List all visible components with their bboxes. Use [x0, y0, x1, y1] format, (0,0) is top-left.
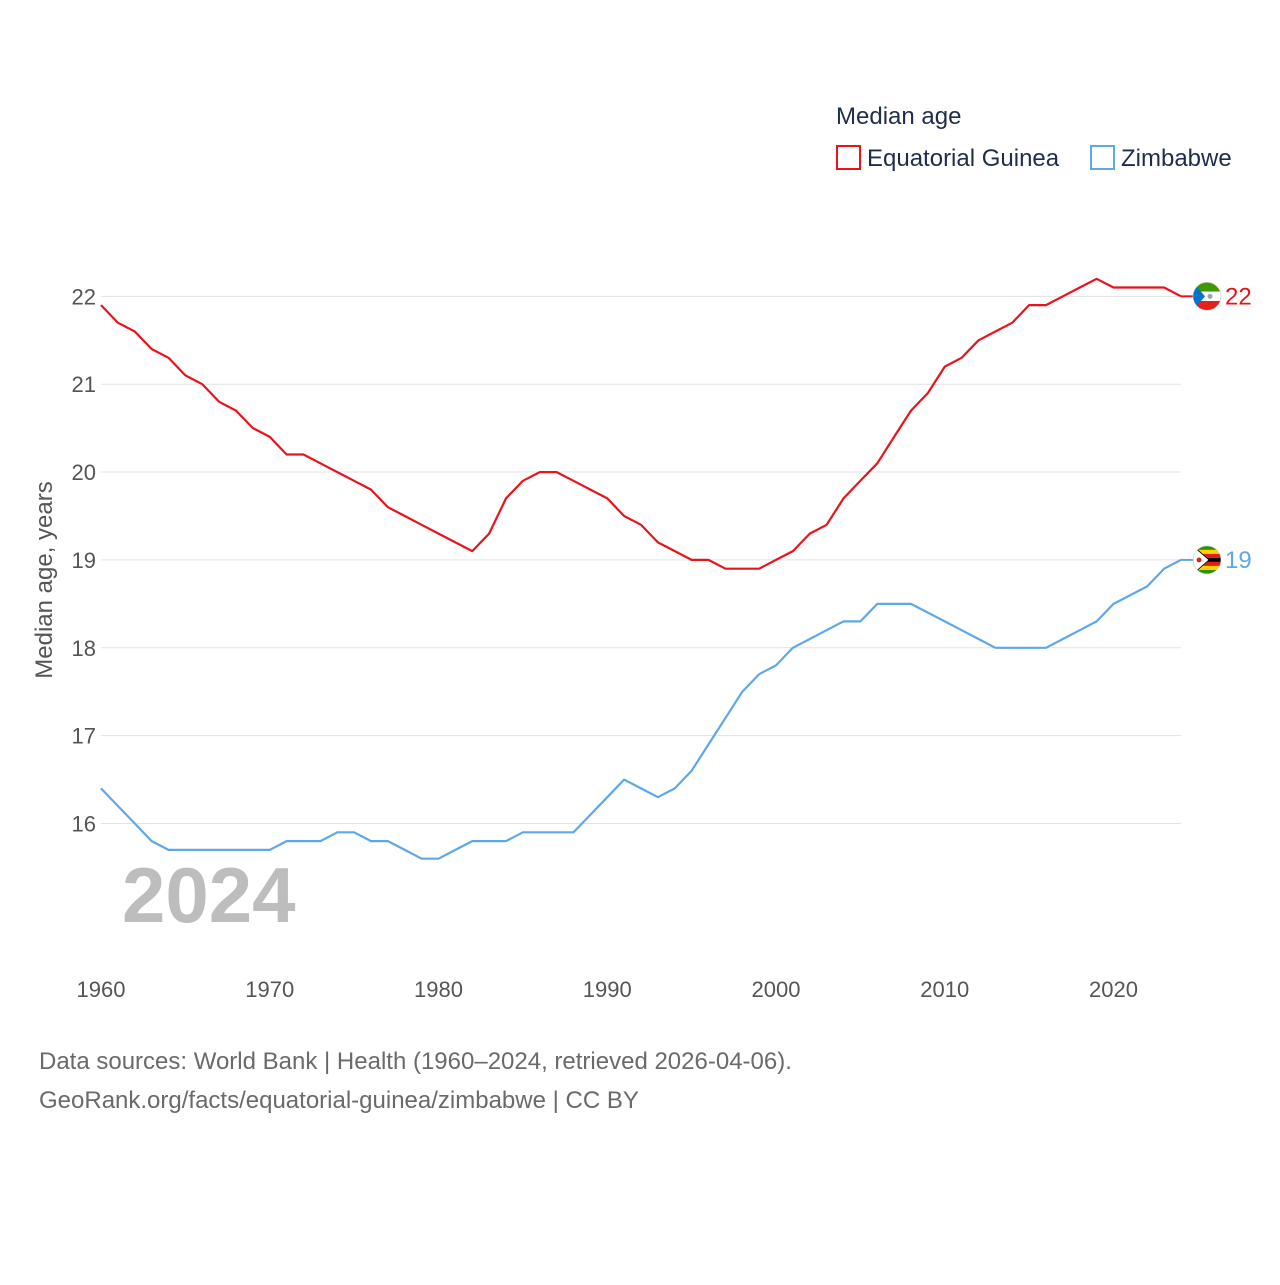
legend-swatch-equatorial-guinea[interactable]: [836, 145, 861, 170]
y-axis-ticks: 16 17 18 19 20 21 22: [72, 284, 96, 836]
y-tick-label: 19: [72, 548, 96, 573]
series-line-equatorial-guinea[interactable]: [100, 277, 1182, 570]
y-tick-label: 22: [72, 284, 96, 309]
y-axis-title: Median age, years: [31, 481, 58, 678]
legend-swatch-zimbabwe[interactable]: [1090, 145, 1115, 170]
y-tick-label: 16: [72, 812, 96, 837]
x-tick-label: 1990: [583, 977, 632, 1002]
legend-label-zimbabwe[interactable]: Zimbabwe: [1121, 145, 1232, 172]
data-source-note: Data sources: World Bank | Health (1960–…: [39, 1048, 792, 1075]
y-tick-label: 21: [72, 372, 96, 397]
x-tick-label: 1970: [245, 977, 294, 1002]
series-end-markers: 22 19: [1181, 282, 1252, 575]
legend: Median age Equatorial Guinea Zimbabwe: [836, 103, 1232, 172]
x-tick-label: 2020: [1089, 977, 1138, 1002]
end-value-label-zimbabwe: 19: [1225, 547, 1252, 574]
end-value-label-equatorial-guinea: 22: [1225, 283, 1252, 310]
legend-label-equatorial-guinea[interactable]: Equatorial Guinea: [867, 145, 1060, 172]
y-tick-label: 18: [72, 636, 96, 661]
year-watermark: 2024: [122, 851, 296, 939]
x-tick-label: 1980: [414, 977, 463, 1002]
grid-layer: [101, 295, 1181, 825]
y-tick-label: 20: [72, 460, 96, 485]
source-url[interactable]: GeoRank.org/facts/equatorial-guinea/zimb…: [39, 1087, 639, 1114]
legend-title: Median age: [836, 103, 961, 130]
y-tick-label: 17: [72, 724, 96, 749]
series-line-zimbabwe[interactable]: [100, 558, 1182, 860]
x-tick-label: 1960: [77, 977, 126, 1002]
zimbabwe-flag-icon: [1192, 545, 1222, 575]
equatorial-guinea-flag-icon: [1192, 282, 1222, 311]
x-axis-ticks: 1960 1970 1980 1990 2000 2010 2020: [77, 977, 1138, 1002]
x-tick-label: 2010: [920, 977, 969, 1002]
series-layer: [100, 277, 1182, 860]
x-tick-label: 2000: [752, 977, 801, 1002]
